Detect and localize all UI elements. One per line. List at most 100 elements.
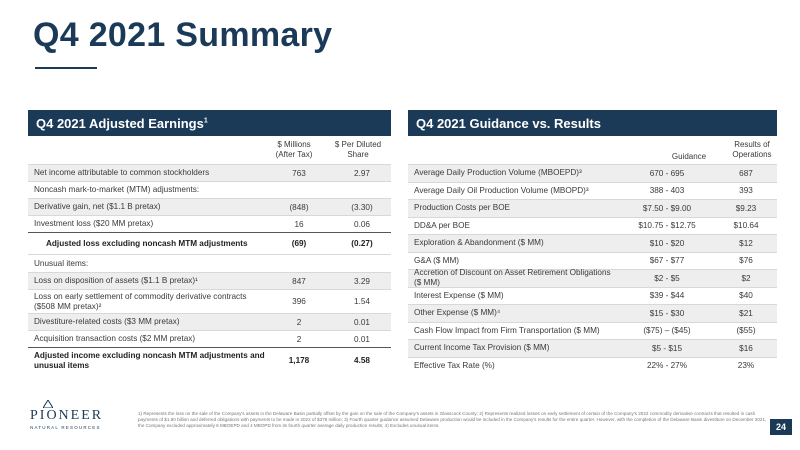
pioneer-logo-mark-icon xyxy=(43,400,53,408)
guidance-col-headers: Guidance Results of Operations xyxy=(408,140,777,164)
row-label: G&A ($ MM) xyxy=(414,255,460,265)
col-header-millions-line1: $ Millions xyxy=(277,140,311,149)
value-guidance: $10 - $20 xyxy=(649,238,685,248)
row-label: Interest Expense ($ MM) xyxy=(414,290,504,300)
value-results: $21 xyxy=(739,308,753,318)
value-results: ($55) xyxy=(736,326,756,336)
row-label: Loss on disposition of assets ($1.1 B pr… xyxy=(34,276,198,285)
value-per-share: 4.58 xyxy=(354,356,370,365)
col-header-millions: $ Millions (After Tax) xyxy=(260,140,328,160)
row-label: Investment loss ($20 MM pretax) xyxy=(34,219,154,228)
value-guidance: ($75) – ($45) xyxy=(643,326,691,336)
guidance-vs-results-title: Q4 2021 Guidance vs. Results xyxy=(416,116,601,131)
adjusted-earnings-row: Acquisition transaction costs ($2 MM pre… xyxy=(28,330,391,347)
company-logo: PIONEER NATURAL RESOURCES xyxy=(30,408,103,430)
value-per-share: (0.27) xyxy=(351,239,373,248)
value-results: 393 xyxy=(739,186,753,196)
guidance-row: Accretion of Discount on Asset Retiremen… xyxy=(408,268,777,287)
logo-subtitle: NATURAL RESOURCES xyxy=(30,425,101,430)
row-label: Adjusted income excluding noncash MTM ad… xyxy=(34,350,265,370)
guidance-vs-results-table: Guidance Results of Operations Average D… xyxy=(408,140,777,374)
col-header-results: Results of Operations xyxy=(724,140,780,160)
col-header-guidance: Guidance xyxy=(671,152,707,161)
guidance-row: Production Costs per BOE $7.50 - $9.00 $9.… xyxy=(408,199,777,217)
value-millions: (69) xyxy=(291,239,307,248)
row-label: Adjusted loss excluding noncash MTM adju… xyxy=(46,238,248,248)
value-per-share: 3.29 xyxy=(354,276,370,286)
adjusted-earnings-row: Investment loss ($20 MM pretax) 16 0.06 xyxy=(28,215,391,232)
adjusted-earnings-row: Noncash mark-to-market (MTM) adjustments… xyxy=(28,181,391,198)
row-label: Cash Flow Impact from Firm Transportatio… xyxy=(414,325,600,335)
row-label: Divestiture-related costs ($3 MM pretax) xyxy=(34,317,180,326)
value-guidance: $10.75 - $12.75 xyxy=(638,221,696,231)
adjusted-earnings-row: Adjusted income excluding noncash MTM ad… xyxy=(28,347,391,373)
row-label: Other Expense ($ MM)⁴ xyxy=(414,308,501,318)
row-label: DD&A per BOE xyxy=(414,220,470,230)
guidance-row: Cash Flow Impact from Firm Transportatio… xyxy=(408,321,777,340)
value-millions: 2 xyxy=(296,317,302,327)
value-per-share: 0.06 xyxy=(354,219,370,229)
value-results: $76 xyxy=(739,256,753,266)
row-label: Net income attributable to common stockh… xyxy=(34,168,210,177)
page-number: 24 xyxy=(770,419,792,435)
guidance-row: DD&A per BOE $10.75 - $12.75 $10.64 xyxy=(408,216,777,235)
value-per-share: 0.01 xyxy=(354,317,370,327)
title-underline xyxy=(35,67,97,69)
guidance-row: Current Income Tax Provision ($ MM) $5 - … xyxy=(408,339,777,357)
row-label: Production Costs per BOE xyxy=(414,203,511,213)
row-label: Average Daily Production Volume (MBOEPD)… xyxy=(414,168,582,178)
footnotes: 1) Represents the loss on the sale of th… xyxy=(138,411,767,428)
guidance-row: Effective Tax Rate (%) 22% - 27% 23% xyxy=(408,356,777,375)
page-title: Q4 2021 Summary xyxy=(33,16,333,54)
value-guidance: $67 - $77 xyxy=(649,256,685,266)
guidance-row: Other Expense ($ MM)⁴ $15 - $30 $21 xyxy=(408,304,777,322)
row-label: Loss on early settlement of commodity de… xyxy=(34,291,247,311)
guidance-row: Average Daily Oil Production Volume (MBO… xyxy=(408,181,777,200)
value-millions: 396 xyxy=(292,297,306,306)
adjusted-earnings-row: Divestiture-related costs ($3 MM pretax)… xyxy=(28,313,391,330)
col-header-per-share-line1: $ Per Diluted xyxy=(334,140,382,149)
value-millions: 847 xyxy=(292,276,306,286)
guidance-row: Average Daily Production Volume (MBOEPD)… xyxy=(408,164,777,182)
value-guidance: 22% - 27% xyxy=(646,361,688,371)
value-results: $9.23 xyxy=(735,203,757,213)
adjusted-earnings-col-headers: $ Millions (After Tax) $ Per Diluted Sha… xyxy=(28,140,391,164)
col-header-per-share-line2: Share xyxy=(347,150,369,159)
value-results: 23% xyxy=(737,361,755,371)
value-guidance: $7.50 - $9.00 xyxy=(642,203,692,213)
col-header-millions-line2: (After Tax) xyxy=(275,150,313,159)
row-label: Derivative gain, net ($1.1 B pretax) xyxy=(34,202,161,211)
value-per-share: 2.97 xyxy=(354,168,370,178)
value-results: $10.64 xyxy=(733,221,759,231)
guidance-row: G&A ($ MM) $67 - $77 $76 xyxy=(408,251,777,270)
row-label: Average Daily Oil Production Volume (MBO… xyxy=(414,185,589,195)
adjusted-earnings-title-sup: 1 xyxy=(203,117,208,125)
adjusted-earnings-row: Net income attributable to common stockh… xyxy=(28,164,391,181)
value-guidance: $39 - $44 xyxy=(649,291,685,301)
value-per-share: 1.54 xyxy=(354,297,370,306)
value-results: $40 xyxy=(739,291,753,301)
col-header-per-share: $ Per Diluted Share xyxy=(328,140,388,160)
adjusted-earnings-header: Q4 2021 Adjusted Earnings1 xyxy=(28,110,391,136)
guidance-vs-results-header: Q4 2021 Guidance vs. Results xyxy=(408,110,777,136)
row-label: Unusual items: xyxy=(34,258,89,268)
value-millions: 2 xyxy=(296,334,302,344)
value-per-share: (3.30) xyxy=(351,202,373,212)
value-guidance: 388 - 403 xyxy=(649,186,685,196)
row-label: Current Income Tax Provision ($ MM) xyxy=(414,343,550,353)
value-guidance: $5 - $15 xyxy=(651,343,683,353)
value-results: $16 xyxy=(739,343,753,353)
adjusted-earnings-row: Adjusted loss excluding noncash MTM adju… xyxy=(28,232,391,254)
value-millions: 763 xyxy=(292,168,306,178)
adjusted-earnings-title: Q4 2021 Adjusted Earnings xyxy=(36,116,204,131)
row-label: Noncash mark-to-market (MTM) adjustments… xyxy=(34,185,200,194)
value-millions: (848) xyxy=(289,202,309,212)
value-results: 687 xyxy=(739,168,753,178)
guidance-row: Exploration & Abandonment ($ MM) $10 - $2… xyxy=(408,234,777,252)
adjusted-earnings-row: Derivative gain, net ($1.1 B pretax) (848… xyxy=(28,198,391,215)
value-guidance: 670 - 695 xyxy=(649,168,685,178)
value-millions: 1,178 xyxy=(288,356,310,365)
row-label: Exploration & Abandonment ($ MM) xyxy=(414,238,544,248)
row-label: Acquisition transaction costs ($2 MM pre… xyxy=(34,334,196,343)
value-guidance: $15 - $30 xyxy=(649,308,685,318)
